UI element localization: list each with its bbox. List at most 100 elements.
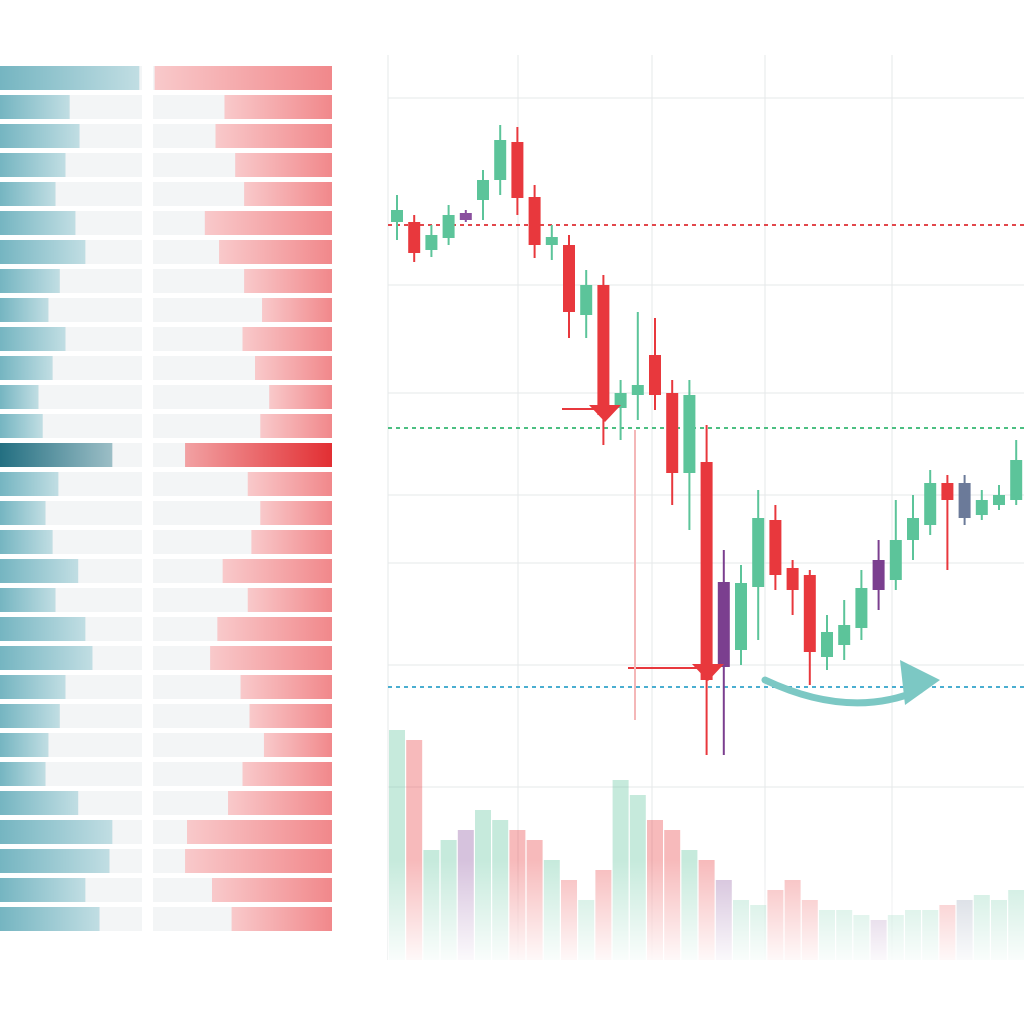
bar-fade: [0, 617, 86, 641]
bar-fade: [247, 588, 332, 612]
bar-fade: [260, 414, 332, 438]
bar-fade: [0, 878, 86, 902]
candle-body: [425, 235, 438, 250]
order-book: [0, 66, 332, 931]
bar-fade: [185, 443, 332, 467]
bar-fade: [235, 153, 332, 177]
bar-fade: [219, 240, 332, 264]
annotations: [562, 405, 940, 720]
bar-fade: [185, 849, 332, 873]
bar-fade: [215, 124, 332, 148]
bar-fade: [0, 414, 43, 438]
bar-fade: [187, 820, 332, 844]
candle-body: [614, 393, 627, 408]
candle-body: [408, 222, 421, 253]
bar-fade: [255, 356, 332, 380]
bar-fade: [0, 646, 93, 670]
bar-fade: [260, 501, 332, 525]
bar-fade: [0, 153, 66, 177]
bar-fade: [0, 385, 39, 409]
arrow-head: [692, 664, 724, 681]
candle-body: [442, 215, 455, 238]
bar-fade: [0, 269, 60, 293]
bar-fade: [0, 675, 66, 699]
volume-fade: [388, 860, 1024, 970]
bar-fade: [0, 211, 76, 235]
candle-body: [769, 520, 782, 575]
candle-body: [631, 385, 644, 395]
bar-fade: [222, 559, 332, 583]
candle-body: [545, 237, 558, 245]
bar-fade: [0, 762, 46, 786]
candle-body: [1010, 460, 1023, 500]
bar-fade: [154, 66, 332, 90]
bar-fade: [0, 501, 46, 525]
candle-body: [511, 142, 524, 198]
bar-fade: [224, 95, 332, 119]
bar-fade: [242, 762, 332, 786]
bar-fade: [0, 907, 100, 931]
candle-body: [683, 395, 696, 473]
candle-body: [975, 500, 988, 515]
bar-fade: [204, 211, 332, 235]
bar-fade: [0, 704, 60, 728]
bar-fade: [251, 530, 332, 554]
candle-body: [735, 583, 747, 650]
candle-body: [889, 540, 902, 580]
candle-body: [907, 518, 919, 540]
candle-body: [821, 632, 833, 657]
candle-body: [649, 355, 661, 395]
bar-fade: [0, 95, 70, 119]
candle-body: [700, 462, 713, 680]
bar-fade: [0, 298, 49, 322]
bar-fade: [244, 269, 332, 293]
candle-body: [803, 575, 816, 652]
candle-body: [717, 582, 730, 667]
candle-body: [597, 285, 610, 415]
candle-body: [459, 213, 472, 220]
bar-fade: [228, 791, 332, 815]
candle-body: [958, 483, 971, 518]
bar-fade: [244, 182, 332, 206]
candle-body: [391, 210, 403, 222]
candle-body: [494, 140, 507, 180]
bar-fade: [210, 646, 332, 670]
bar-fade: [0, 559, 79, 583]
candle-body: [924, 483, 937, 525]
bar-fade: [231, 907, 332, 931]
bar-fade: [0, 356, 53, 380]
bar-fade: [269, 385, 332, 409]
bar-fade: [0, 182, 56, 206]
candle-body: [752, 518, 765, 587]
candle-body: [477, 180, 489, 200]
bar-fade: [212, 878, 332, 902]
candlestick-chart: [391, 125, 1023, 755]
bar-fade: [0, 791, 79, 815]
bar-fade: [0, 327, 66, 351]
candle-body: [855, 588, 868, 628]
bar-fade: [0, 66, 140, 90]
bar-fade: [249, 704, 332, 728]
bar-fade: [0, 820, 113, 844]
candle-body: [666, 393, 679, 473]
bar-fade: [262, 298, 332, 322]
bar-fade: [0, 443, 113, 467]
bar-fade: [247, 472, 332, 496]
bar-fade: [0, 733, 49, 757]
candle-body: [580, 285, 593, 315]
bar-fade: [240, 675, 332, 699]
candle-body: [941, 483, 954, 500]
bar-fade: [217, 617, 332, 641]
bar-fade: [0, 124, 80, 148]
candle-body: [563, 245, 575, 312]
bar-fade: [0, 588, 56, 612]
bar-fade: [263, 733, 332, 757]
candle-body: [872, 560, 885, 590]
bar-fade: [0, 530, 53, 554]
bar-fade: [242, 327, 332, 351]
candle-body: [786, 568, 799, 590]
bar-fade: [0, 240, 86, 264]
bar-fade: [0, 472, 59, 496]
